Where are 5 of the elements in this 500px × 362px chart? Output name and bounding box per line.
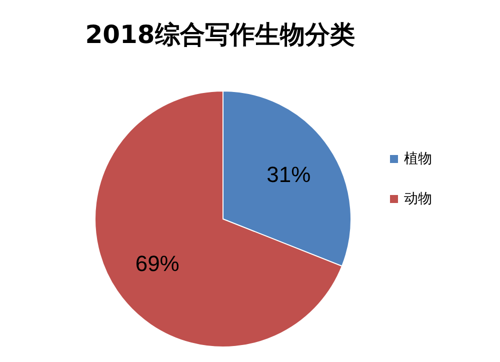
chart-title: 2018综合写作生物分类 xyxy=(84,19,356,51)
data-label: 31% xyxy=(266,162,311,187)
legend-label: 植物 xyxy=(404,150,432,168)
data-label: 69% xyxy=(135,251,180,276)
legend-label: 动物 xyxy=(404,190,432,208)
